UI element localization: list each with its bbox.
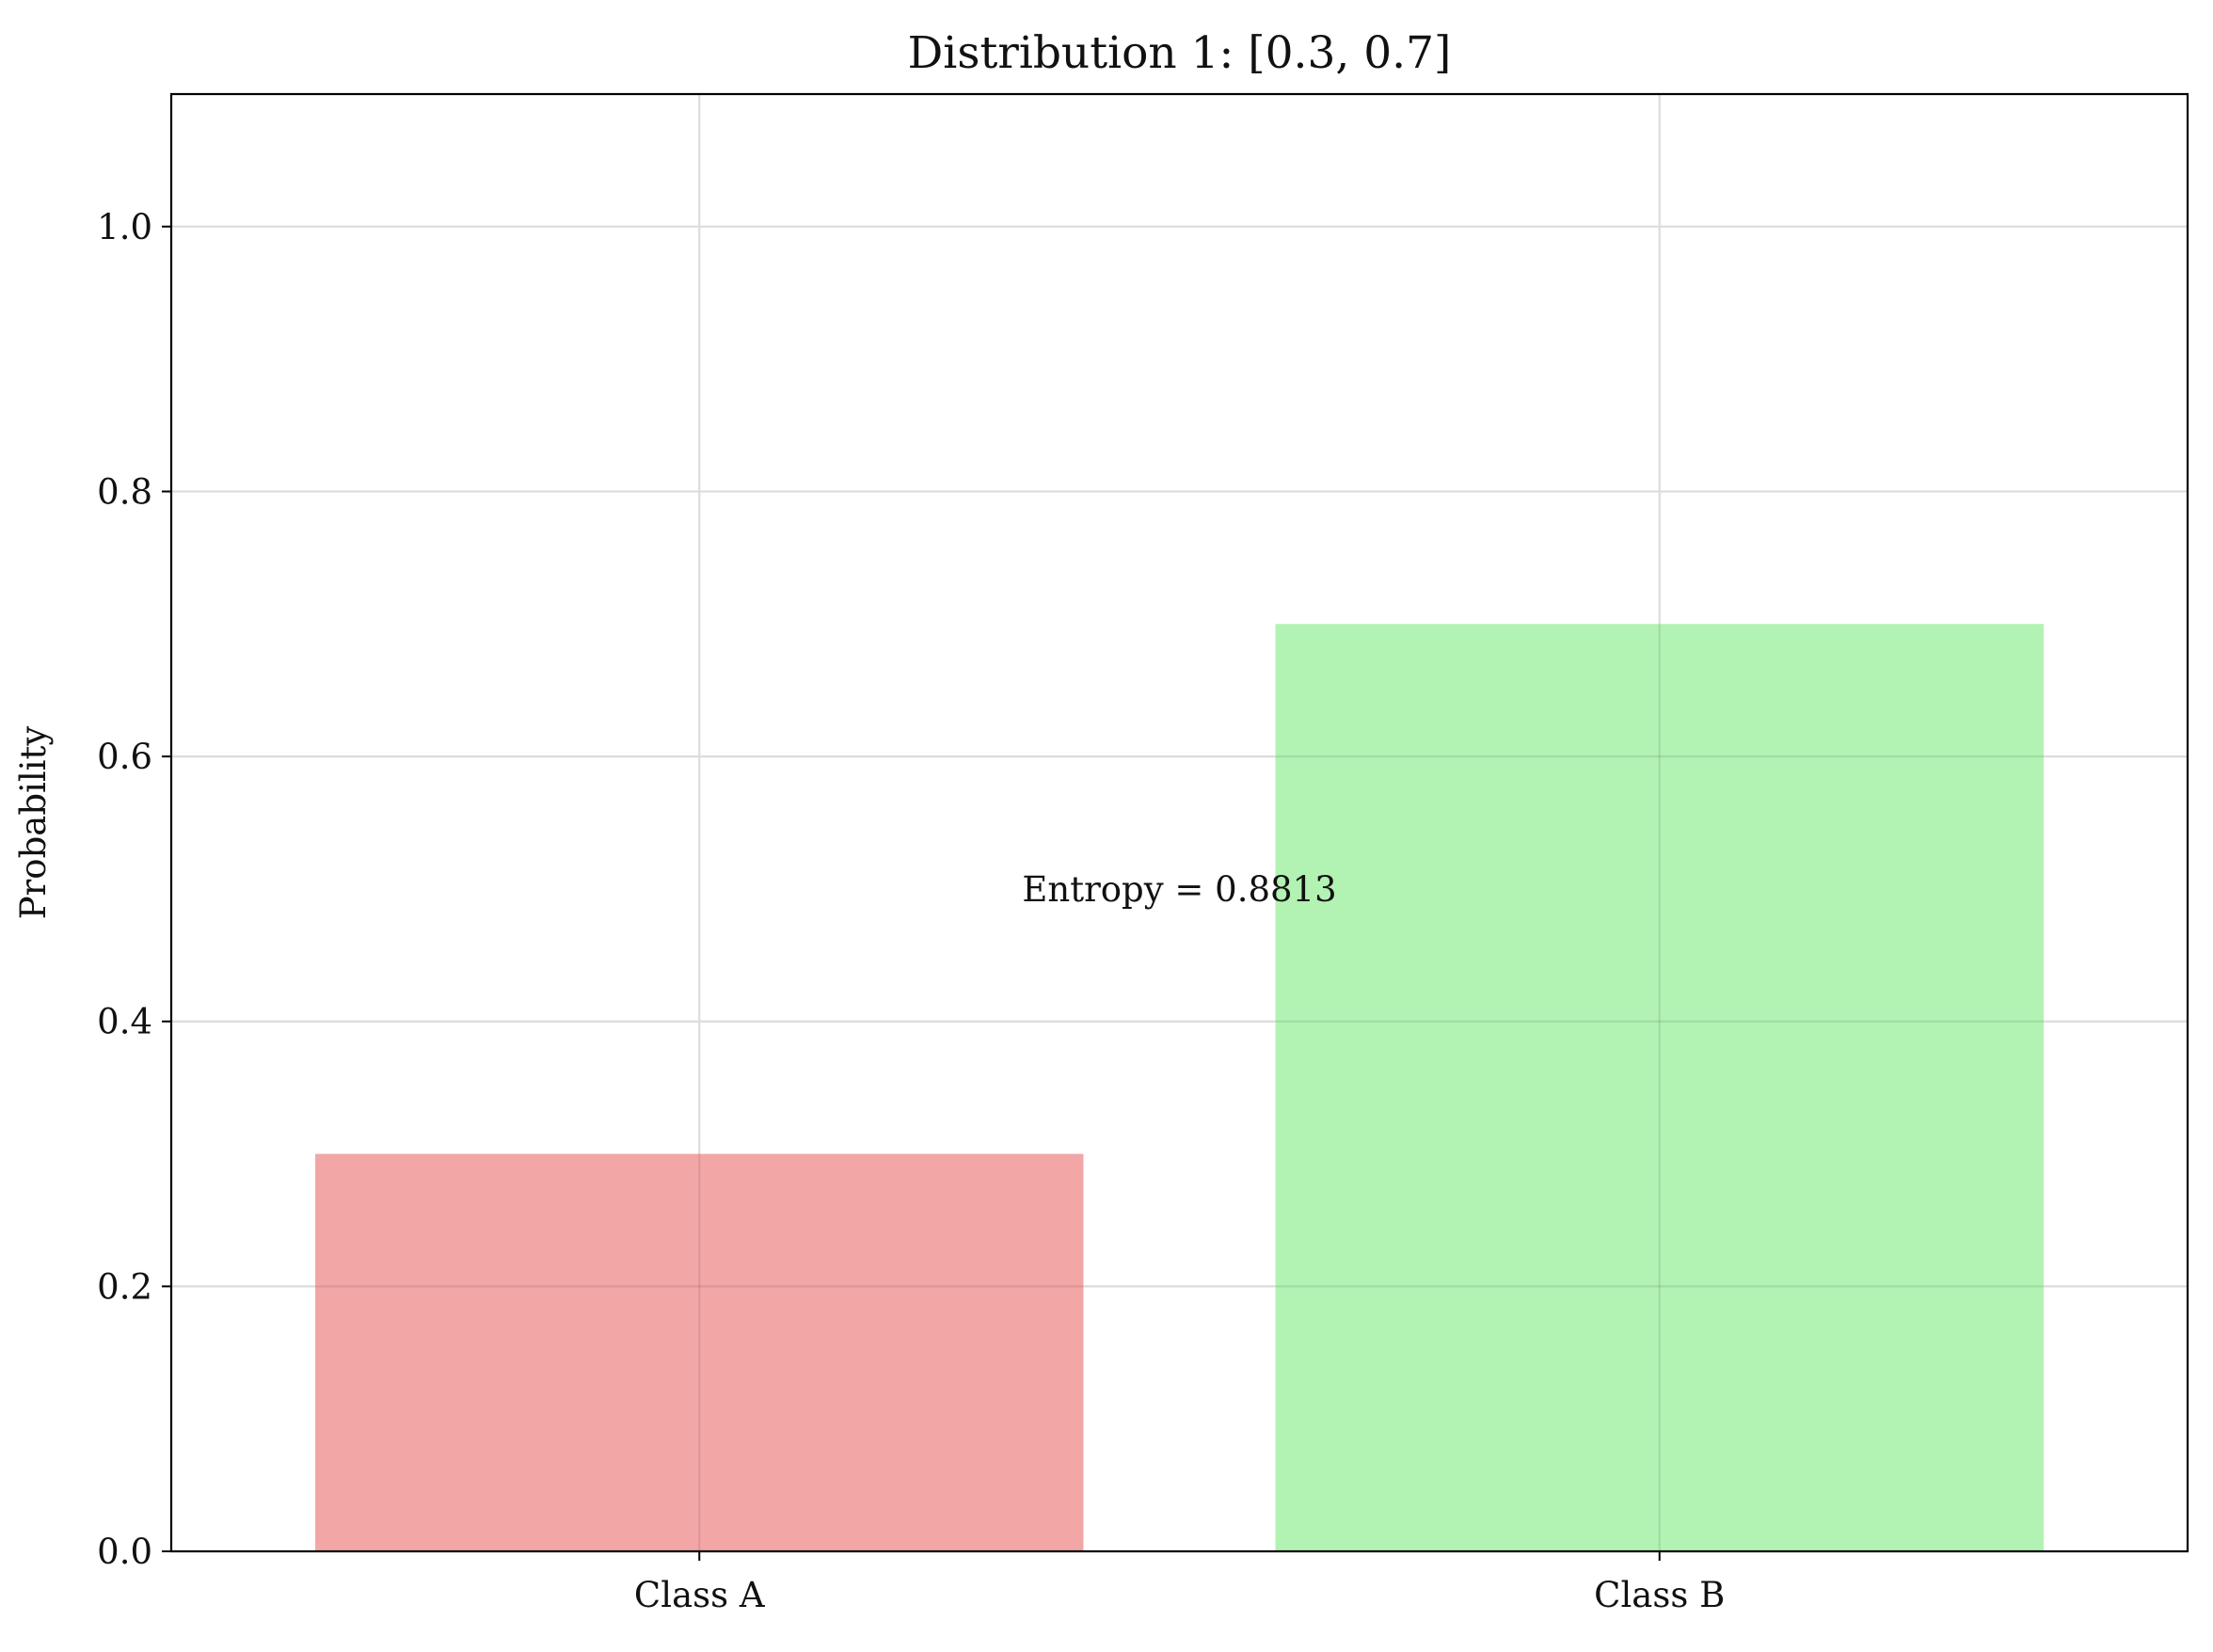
y-tick-label: 0.4: [97, 1002, 152, 1042]
bars: [315, 624, 2044, 1551]
chart-title: Distribution 1: [0.3, 0.7]: [908, 27, 1452, 79]
bar-class-b: [1275, 624, 2044, 1551]
bar-class-a: [315, 1153, 1084, 1551]
x-tick-label: Class A: [634, 1575, 766, 1615]
y-tick-label: 0.0: [97, 1532, 152, 1572]
plot-frame: [169, 92, 2189, 1553]
axis-ticks: 0.0 0.2 0.4 0.6 0.8 1.0 Class A Class B: [97, 207, 1725, 1615]
y-tick-label: 0.8: [97, 471, 152, 512]
y-tick-label: 1.0: [97, 207, 152, 247]
y-tick-label: 0.2: [97, 1266, 152, 1307]
entropy-annotation: Entropy = 0.8813: [1022, 869, 1336, 910]
x-tick-label: Class B: [1594, 1575, 1725, 1615]
y-tick-label: 0.6: [97, 737, 152, 777]
y-axis-label: Probability: [13, 726, 54, 920]
